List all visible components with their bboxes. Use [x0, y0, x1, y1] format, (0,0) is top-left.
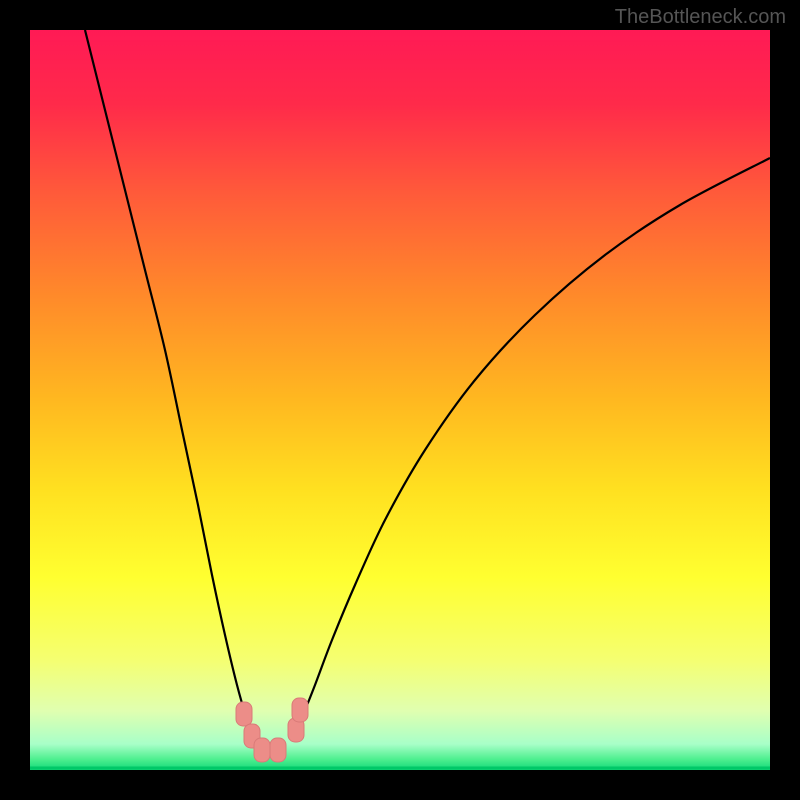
marker-point [236, 702, 252, 726]
gradient-background [30, 30, 770, 770]
marker-point [270, 738, 286, 762]
marker-point [292, 698, 308, 722]
marker-point [254, 738, 270, 762]
plot-area [30, 30, 770, 770]
watermark-text: TheBottleneck.com [615, 6, 786, 29]
chart-svg [30, 30, 770, 770]
